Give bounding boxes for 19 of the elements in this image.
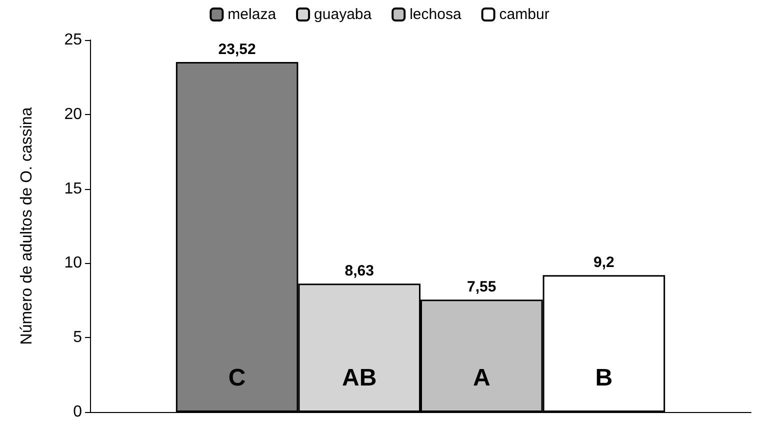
y-tick-label: 20 (64, 106, 82, 123)
legend-label: guayaba (314, 6, 372, 23)
data-label: 7,55 (467, 278, 496, 296)
data-label: 9,2 (594, 254, 614, 272)
y-tick-label: 25 (64, 32, 82, 48)
y-tick-label: 15 (64, 180, 82, 198)
legend-label: melaza (228, 6, 277, 23)
data-label: 8,63 (344, 262, 374, 280)
annotation: A (472, 364, 490, 392)
y-tick-label: 10 (64, 254, 82, 272)
y-tick-label: 0 (73, 404, 82, 420)
y-axis-title: Número de adultos de O. cassina (18, 107, 36, 345)
annotation: B (595, 364, 613, 392)
legend-label: lechosa (410, 6, 462, 23)
annotation: C (228, 364, 246, 392)
legend-label: cambur (499, 6, 550, 23)
annotation: AB (342, 364, 377, 392)
data-label: 23,52 (218, 41, 256, 58)
y-tick-label: 5 (73, 329, 82, 346)
